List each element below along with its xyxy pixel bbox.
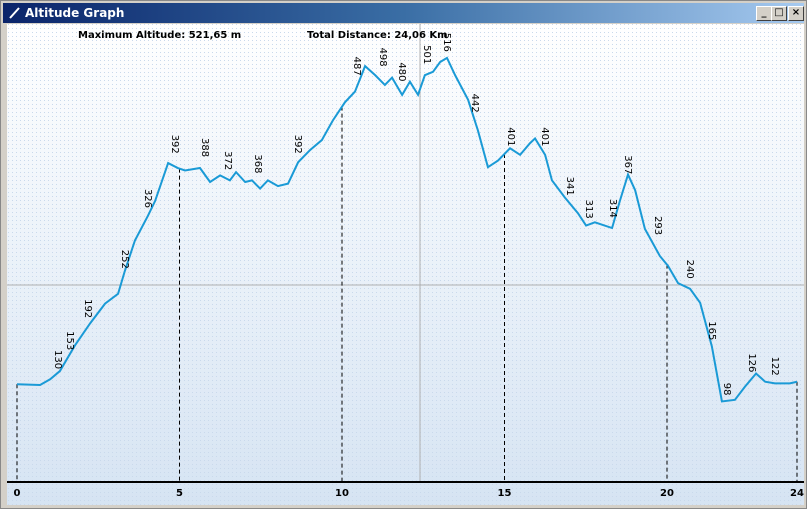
data-label: 326 bbox=[142, 189, 153, 208]
data-label: 401 bbox=[505, 127, 516, 146]
data-label: 388 bbox=[199, 138, 210, 157]
plot-pattern bbox=[7, 24, 804, 505]
title-bar: Altitude Graph _ □ × bbox=[3, 3, 804, 23]
x-tick-label: 20 bbox=[660, 488, 674, 499]
x-tick-label: 15 bbox=[498, 488, 512, 499]
data-label: 401 bbox=[539, 127, 550, 146]
data-label: 341 bbox=[564, 177, 575, 196]
data-label: 192 bbox=[82, 299, 93, 318]
data-label: 252 bbox=[119, 250, 130, 269]
data-label: 314 bbox=[607, 199, 618, 218]
minimize-button[interactable]: _ bbox=[756, 6, 772, 21]
data-label: 165 bbox=[706, 321, 717, 340]
data-label: 480 bbox=[396, 62, 407, 81]
data-label: 313 bbox=[583, 200, 594, 219]
x-tick-label: 10 bbox=[335, 488, 349, 499]
total-distance: Total Distance: 24,06 Km bbox=[307, 30, 448, 41]
data-label: 501 bbox=[421, 45, 432, 64]
data-label: 240 bbox=[684, 260, 695, 279]
data-label: 392 bbox=[292, 135, 303, 154]
data-label: 130 bbox=[52, 350, 63, 369]
data-label: 122 bbox=[769, 357, 780, 376]
x-tick-label: 5 bbox=[176, 488, 183, 499]
x-tick-label: 0 bbox=[14, 488, 21, 499]
data-label: 372 bbox=[222, 151, 233, 170]
data-label: 153 bbox=[64, 331, 75, 350]
data-label: 392 bbox=[169, 135, 180, 154]
data-label: 368 bbox=[252, 154, 263, 173]
maximize-button[interactable]: □ bbox=[771, 6, 787, 21]
icon bbox=[9, 7, 20, 19]
data-label: 293 bbox=[652, 216, 663, 235]
data-label: 98 bbox=[721, 383, 732, 396]
data-label: 516 bbox=[441, 33, 452, 52]
altitude-line bbox=[16, 56, 798, 403]
data-label: 498 bbox=[377, 48, 388, 67]
data-label: 126 bbox=[746, 353, 757, 372]
data-label: 367 bbox=[622, 155, 633, 174]
x-tick-label: 24 bbox=[790, 488, 804, 499]
close-button[interactable]: × bbox=[788, 6, 804, 21]
window-title: Altitude Graph bbox=[25, 6, 125, 20]
data-label: 487 bbox=[351, 57, 362, 76]
max-altitude: Maximum Altitude: 521,65 m bbox=[78, 30, 241, 41]
data-label: 442 bbox=[469, 94, 480, 113]
